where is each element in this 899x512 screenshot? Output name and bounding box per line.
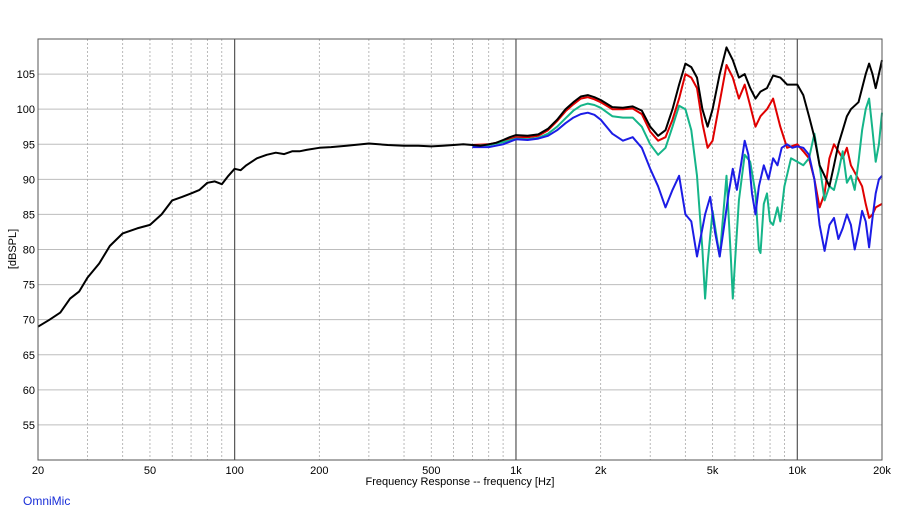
y-tick-label: 80 bbox=[23, 245, 35, 257]
x-tick-label: 20k bbox=[873, 465, 891, 477]
y-tick-label: 70 bbox=[23, 315, 35, 327]
series-line-4 bbox=[472, 111, 883, 258]
series-line-1 bbox=[37, 46, 883, 328]
y-tick-label: 60 bbox=[23, 385, 35, 397]
brand-label: OmniMic bbox=[23, 494, 71, 508]
y-tick-label: 85 bbox=[23, 209, 35, 221]
x-tick-label: 10k bbox=[788, 465, 806, 477]
x-axis-label: Frequency Response -- frequency [Hz] bbox=[366, 476, 555, 488]
y-axis-label: [dBSPL] bbox=[7, 229, 19, 269]
grid-lines bbox=[38, 39, 882, 460]
x-tick-label: 100 bbox=[225, 465, 243, 477]
series-line-3 bbox=[472, 97, 883, 300]
y-tick-label: 65 bbox=[23, 350, 35, 362]
series-lines bbox=[37, 46, 883, 328]
y-tick-label: 55 bbox=[23, 420, 35, 432]
x-tick-label: 1k bbox=[510, 465, 522, 477]
x-tick-label: 2k bbox=[595, 465, 607, 477]
x-tick-labels: 20 50 100 200 500 1k 2k 5k 10k 20k bbox=[32, 465, 891, 477]
y-tick-label: 100 bbox=[17, 104, 35, 116]
y-tick-label: 105 bbox=[17, 69, 35, 81]
x-tick-label: 500 bbox=[422, 465, 440, 477]
y-tick-labels: 55 60 65 70 75 80 85 90 95 100 105 bbox=[17, 69, 35, 432]
plot-frame bbox=[37, 38, 883, 461]
y-tick-label: 75 bbox=[23, 280, 35, 292]
y-tick-label: 95 bbox=[23, 139, 35, 151]
y-tick-label: 90 bbox=[23, 174, 35, 186]
x-tick-label: 20 bbox=[32, 465, 44, 477]
x-tick-label: 200 bbox=[310, 465, 328, 477]
x-tick-label: 50 bbox=[144, 465, 156, 477]
x-tick-label: 5k bbox=[707, 465, 719, 477]
